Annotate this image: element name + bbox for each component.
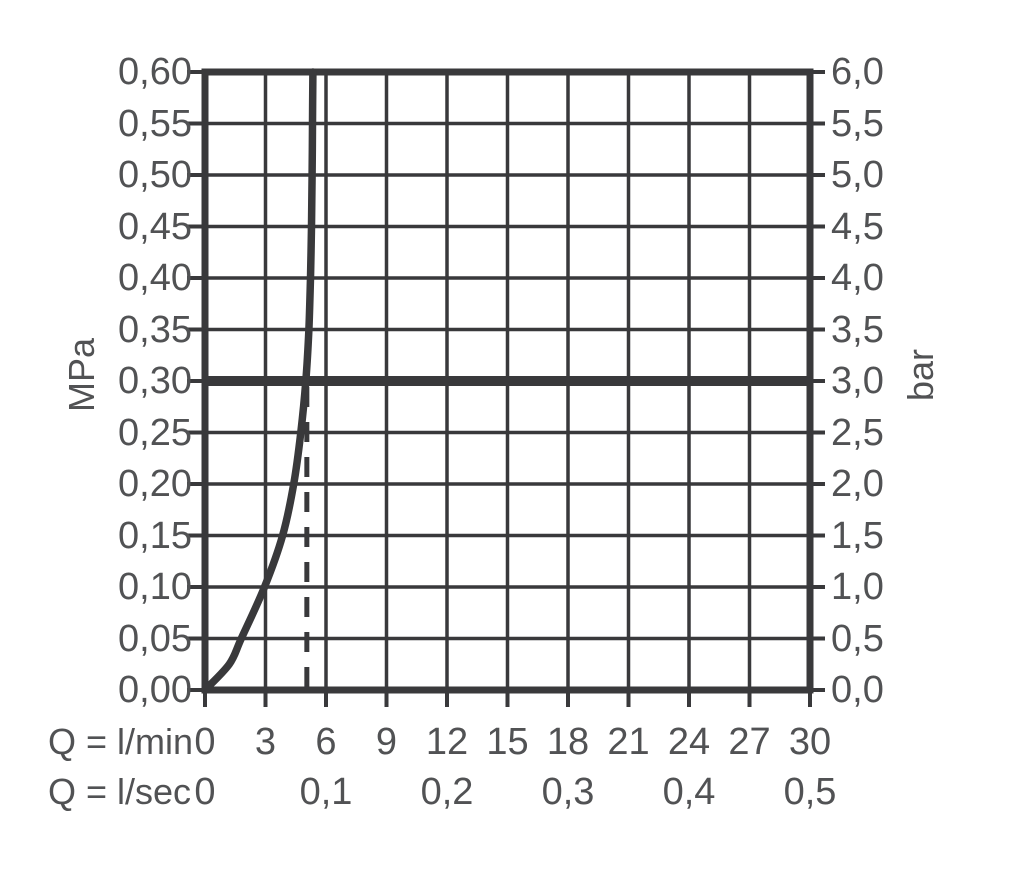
y-tick-label-mpa: 0,00 [118,669,192,711]
y-tick-label-mpa: 0,45 [118,205,192,248]
y-tick-label-bar: 4,0 [831,257,884,299]
x-axis-label-lmin: Q = l/min [48,721,194,762]
flow-curve [201,68,317,694]
y-tick-label-mpa: 0,55 [118,102,192,145]
y-tick-label-mpa: 0,20 [118,463,192,505]
x-tick-label-lsec: 0,5 [783,771,837,813]
y-axis-unit-mpa: MPa [61,337,102,413]
y-tick-label-bar: 0,5 [831,617,884,660]
x-tick-label-lmin: 21 [607,721,650,763]
y-tick-label-mpa: 0,40 [118,257,192,299]
y-axis-unit-bar: bar [900,348,941,402]
x-tick-label-lmin: 0 [194,721,216,763]
x-tick-label-lmin: 15 [486,721,529,763]
x-tick-label-lmin: 6 [315,721,337,763]
x-axis-label-lsec: Q = l/sec [48,771,192,812]
x-tick-label-lsec: 0,3 [541,771,595,813]
y-tick-label-mpa: 0,25 [118,411,192,454]
y-tick-label-mpa: 0,30 [118,360,192,402]
y-tick-label-bar: 1,0 [831,566,884,608]
y-tick-label-mpa: 0,35 [118,308,192,351]
y-tick-label-bar: 4,5 [831,205,884,248]
x-tick-label-lsec: 0 [194,771,216,813]
x-tick-label-lsec: 0,4 [662,771,716,813]
y-tick-label-mpa: 0,15 [118,514,192,557]
y-tick-label-bar: 2,0 [831,463,884,505]
x-tick-label-lmin: 18 [546,721,590,763]
y-tick-label-bar: 5,0 [831,154,884,196]
x-tick-label-lmin: 27 [728,721,771,763]
y-tick-label-mpa: 0,60 [118,51,192,93]
y-tick-label-bar: 6,0 [831,51,884,93]
y-tick-label-bar: 3,0 [831,360,884,402]
x-tick-label-lmin: 9 [375,721,398,763]
y-tick-label-bar: 3,5 [831,308,884,351]
y-tick-label-mpa: 0,05 [118,617,192,660]
x-tick-label-lsec: 0,1 [299,771,353,813]
y-tick-label-bar: 2,5 [831,411,884,454]
y-tick-label-mpa: 0,50 [118,154,192,196]
y-tick-label-bar: 0,0 [831,669,884,711]
x-tick-label-lmin: 30 [788,721,832,763]
y-tick-label-bar: 1,5 [831,514,884,557]
x-tick-label-lmin: 12 [425,721,469,763]
y-tick-label-mpa: 0,10 [118,566,192,608]
y-tick-label-bar: 5,5 [831,102,884,145]
x-tick-label-lmin: 3 [254,721,277,763]
x-tick-label-lsec: 0,2 [420,771,474,813]
x-tick-label-lmin: 24 [667,721,711,763]
